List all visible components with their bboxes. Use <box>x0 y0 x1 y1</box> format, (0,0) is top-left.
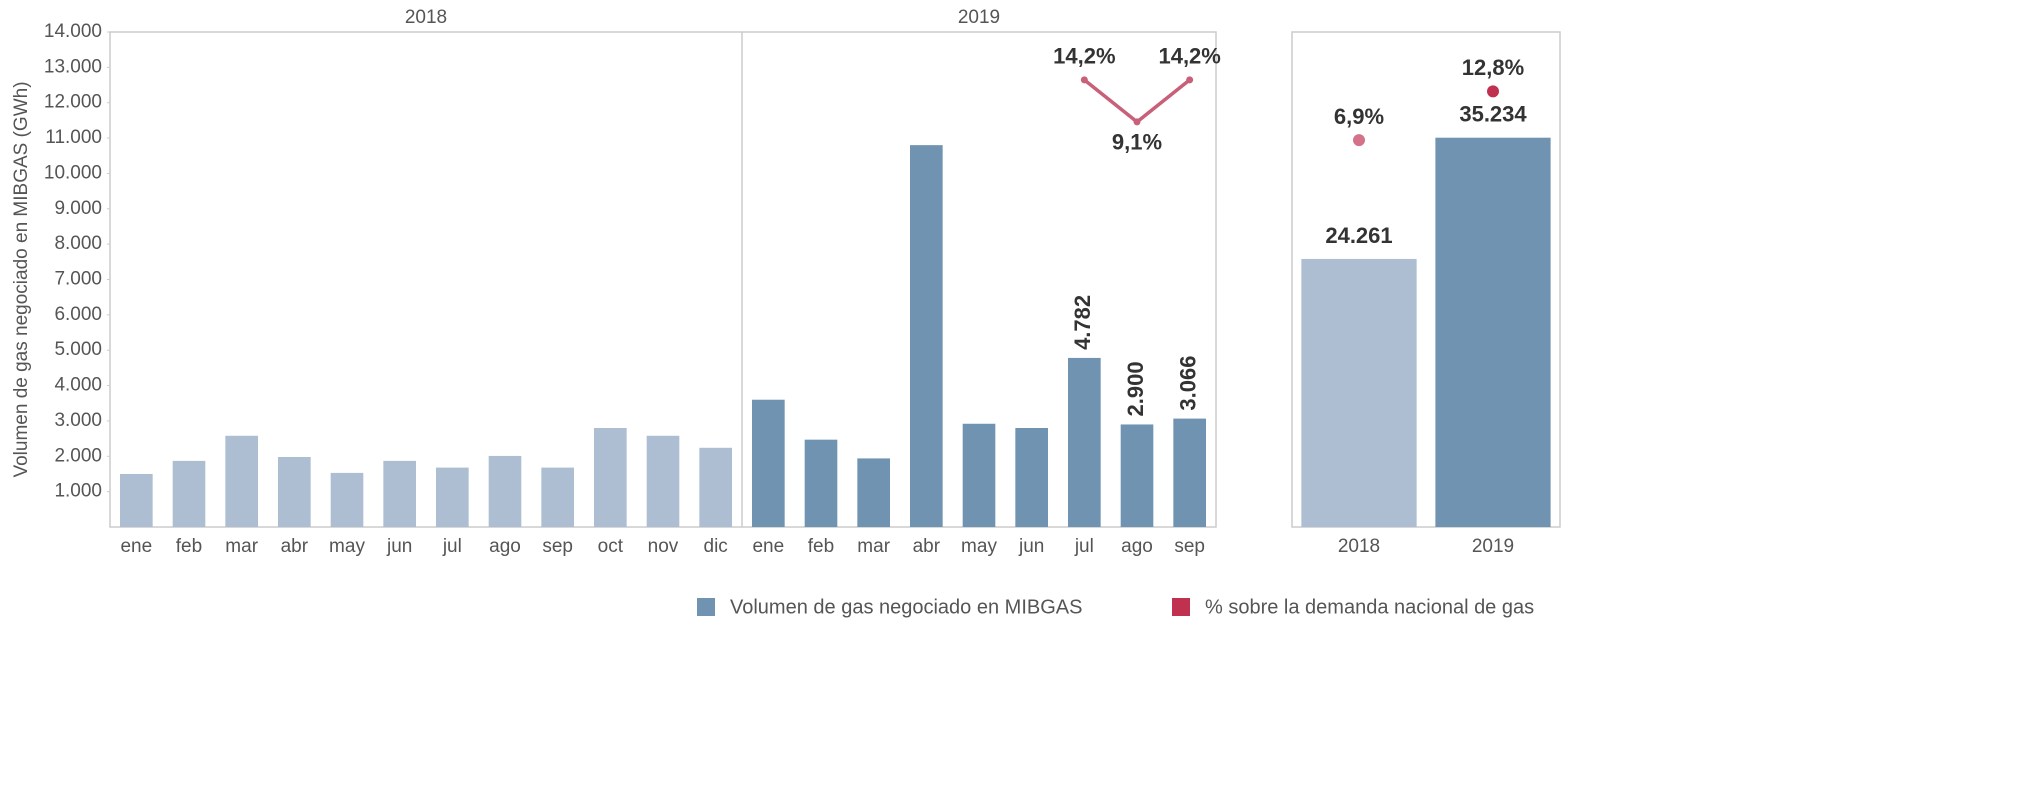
bar <box>1173 418 1206 527</box>
legend-label: % sobre la demanda nacional de gas <box>1205 596 1534 618</box>
bar <box>541 467 574 527</box>
legend-swatch <box>1172 598 1190 616</box>
bar <box>1301 258 1417 527</box>
value-label: 3.066 <box>1175 356 1200 411</box>
value-label: 35.234 <box>1459 102 1527 127</box>
x-tick-label: jun <box>386 536 412 557</box>
y-axis-label: Volumen de gas negociado en MIBGAS (GWh) <box>11 81 32 477</box>
bar <box>910 145 943 527</box>
bar <box>594 428 627 527</box>
percent-label: 14,2% <box>1053 44 1115 69</box>
bar <box>436 467 469 527</box>
bar <box>646 435 680 527</box>
y-tick-label: 3.000 <box>54 410 102 431</box>
x-tick-label: sep <box>1174 536 1205 557</box>
percent-label: 12,8% <box>1462 55 1524 80</box>
percent-label: 6,9% <box>1334 104 1384 129</box>
y-tick-label: 12.000 <box>44 92 102 113</box>
x-tick-label: sep <box>542 536 573 557</box>
bar <box>1120 424 1154 527</box>
x-tick-label: may <box>329 536 365 557</box>
x-tick-label: jul <box>1074 536 1094 557</box>
bar <box>278 456 311 527</box>
percent-label: 9,1% <box>1112 130 1162 155</box>
y-tick-label: 10.000 <box>44 162 102 183</box>
y-tick-label: 11.000 <box>45 127 102 148</box>
y-tick-label: 9.000 <box>54 198 102 219</box>
x-tick-label: abr <box>281 536 309 557</box>
percent-point <box>1080 76 1088 84</box>
y-tick-label: 13.000 <box>44 56 102 77</box>
x-tick-label: dic <box>704 536 728 557</box>
bar <box>330 472 364 527</box>
x-tick-label: jun <box>1018 536 1044 557</box>
x-tick-label: ago <box>489 536 521 557</box>
value-label: 4.782 <box>1070 295 1095 350</box>
bar <box>120 473 153 527</box>
x-tick-label: ene <box>752 536 784 557</box>
x-tick-label: feb <box>176 536 202 557</box>
bar <box>1435 137 1551 528</box>
x-tick-label: 2018 <box>1338 536 1380 557</box>
y-tick-label: 2.000 <box>54 445 102 466</box>
y-tick-label: 4.000 <box>54 375 102 396</box>
y-tick-label: 1.000 <box>54 481 102 502</box>
bar <box>804 439 838 527</box>
x-tick-label: jul <box>442 536 462 557</box>
percent-point <box>1353 134 1365 147</box>
percent-label: 14,2% <box>1158 44 1220 69</box>
bar <box>1015 428 1048 527</box>
bar <box>172 460 206 527</box>
x-tick-label: oct <box>598 536 624 557</box>
percent-point <box>1186 76 1194 84</box>
legend-label: Volumen de gas negociado en MIBGAS <box>730 596 1082 618</box>
x-tick-label: abr <box>913 536 941 557</box>
x-tick-label: 2019 <box>1472 536 1514 557</box>
x-tick-label: mar <box>225 536 258 557</box>
y-tick-label: 5.000 <box>54 339 102 360</box>
bar <box>225 435 258 527</box>
bar <box>699 447 732 527</box>
bar <box>752 399 785 527</box>
group-label: 2019 <box>958 7 1000 28</box>
bar <box>383 460 416 527</box>
bar <box>1068 357 1101 527</box>
x-tick-label: feb <box>808 536 834 557</box>
x-tick-label: may <box>961 536 997 557</box>
plot-frame <box>1291 31 1561 528</box>
percent-line <box>1083 78 1191 125</box>
bar <box>488 455 522 527</box>
bar <box>857 458 890 527</box>
y-tick-label: 7.000 <box>54 269 102 290</box>
value-label: 24.261 <box>1325 223 1392 248</box>
bar <box>962 423 996 527</box>
x-tick-label: nov <box>648 536 679 557</box>
x-tick-label: mar <box>857 536 890 557</box>
x-tick-label: ago <box>1121 536 1153 557</box>
x-tick-label: ene <box>120 536 152 557</box>
value-label: 2.900 <box>1123 361 1148 416</box>
legend-swatch <box>697 598 715 616</box>
group-label: 2018 <box>405 7 447 28</box>
y-tick-label: 8.000 <box>54 233 102 254</box>
y-tick-label: 14.000 <box>44 21 102 42</box>
percent-point <box>1133 118 1141 126</box>
percent-point <box>1487 85 1499 98</box>
y-tick-label: 6.000 <box>54 304 102 325</box>
